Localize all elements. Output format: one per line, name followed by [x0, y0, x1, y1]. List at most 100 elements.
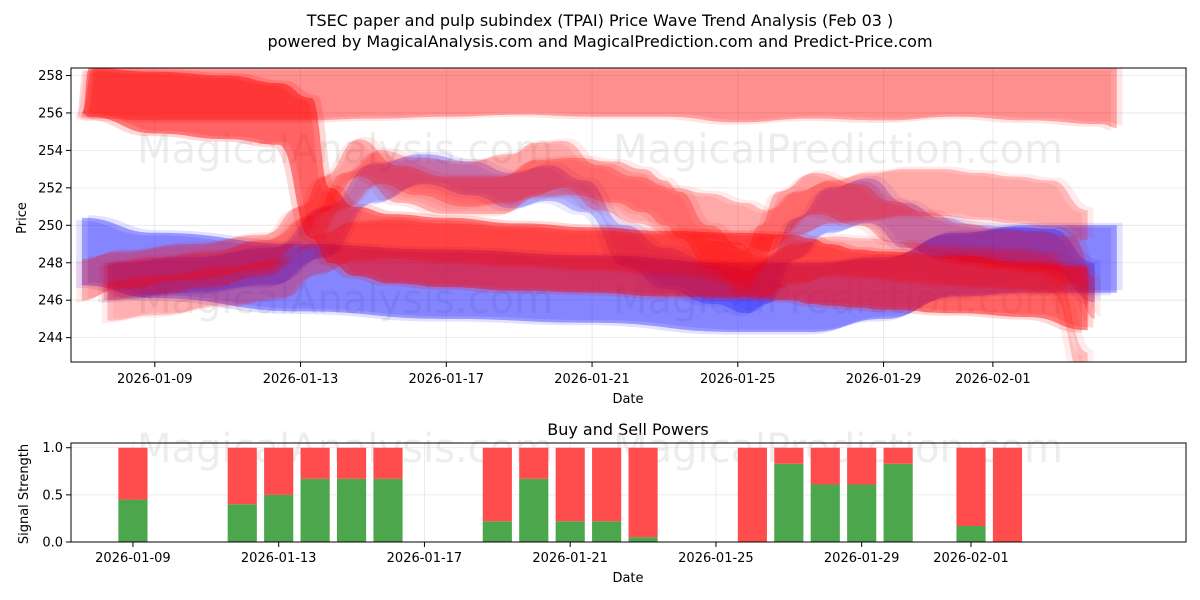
band-echo-2-0	[76, 70, 1112, 131]
buy-bar	[774, 463, 804, 542]
price-y-tick-label: 244	[38, 331, 63, 346]
band-red-step-band	[81, 68, 1088, 331]
buy-bar	[373, 478, 403, 542]
band-echo-2-1	[87, 68, 1123, 126]
sell-bar	[519, 447, 549, 479]
buy-bar	[810, 484, 840, 542]
price-x-tick-label: 2026-01-29	[846, 372, 922, 387]
signal-y-axis-label: Signal Strength	[17, 444, 32, 544]
buy-bar	[592, 521, 622, 542]
sell-bar	[628, 447, 658, 538]
signal-x-tick-label: 2026-01-17	[387, 551, 463, 566]
signal-x-tick-label: 2026-01-09	[95, 551, 171, 566]
signal-x-axis-label: Date	[612, 571, 643, 586]
signal-panel-frame	[70, 442, 1187, 543]
signal-y-tick-label: 1.0	[42, 441, 63, 456]
price-grid	[71, 68, 1186, 362]
buy-bar	[519, 478, 549, 542]
sell-bar	[774, 447, 804, 464]
band-blue-wide-band	[81, 217, 1117, 332]
watermark-magical-analysis: MagicalAnalysis.com	[137, 127, 553, 173]
sell-bar	[810, 447, 840, 485]
band-echo-3-0	[76, 70, 1082, 333]
price-x-axis-label: Date	[612, 392, 643, 407]
sell-bar	[264, 447, 294, 495]
price-watermark: MagicalAnalysis.com MagicalPrediction.co…	[137, 127, 1063, 323]
price-y-tick-label: 246	[38, 294, 63, 309]
price-x-tick-label: 2026-02-01	[955, 372, 1031, 387]
signal-x-tick-label: 2026-01-25	[678, 551, 754, 566]
band-red-trend-band	[81, 139, 1095, 319]
price-x-tick-label: 2026-01-13	[263, 372, 339, 387]
price-y-tick-label: 250	[38, 219, 63, 234]
sell-bar	[300, 447, 330, 479]
signal-x-ticks: 2026-01-09 2026-01-13 2026-01-17 2026-01-21…	[95, 542, 1009, 566]
band-echo-5-1	[109, 138, 1094, 298]
band-echo-3-1	[87, 68, 1094, 328]
price-y-axis-label: Price	[15, 202, 30, 234]
band-echo-0-1	[87, 215, 1123, 330]
signal-panel: Buy and Sell Powers MagicalAnalysis.com …	[17, 420, 1187, 586]
buy-bar	[555, 521, 585, 542]
buy-bar	[336, 478, 367, 542]
price-y-tick-label: 258	[38, 69, 63, 84]
watermark-magical-analysis-2: MagicalAnalysis.com	[137, 277, 553, 323]
price-x-tick-label: 2026-01-17	[409, 372, 485, 387]
band-red-top-band	[81, 68, 1117, 128]
band-echo-1-0	[101, 156, 1090, 316]
buy-bar	[264, 494, 294, 542]
signal-x-tick-label: 2026-01-21	[532, 551, 608, 566]
sell-bar	[956, 447, 986, 526]
buy-bar	[628, 537, 658, 542]
sell-bar	[592, 447, 622, 522]
signal-y-tick-label: 0.5	[42, 488, 63, 503]
sell-bar	[992, 447, 1023, 542]
price-panel: MagicalAnalysis.com MagicalPrediction.co…	[15, 67, 1187, 407]
band-red-wave-band	[103, 141, 1088, 301]
buy-bar	[883, 463, 913, 542]
price-x-ticks: 2026-01-09 2026-01-13 2026-01-17 2026-01-21…	[117, 362, 1031, 387]
buy-bar	[118, 499, 148, 542]
sell-bar	[118, 447, 148, 500]
price-x-tick-label: 2026-01-21	[554, 372, 630, 387]
band-echo-1-1	[113, 151, 1101, 311]
price-bands	[76, 68, 1123, 362]
band-echo-0-0	[76, 220, 1112, 335]
signal-bars	[118, 447, 1023, 542]
buy-bar	[956, 525, 986, 542]
watermark-magical-prediction-2: MagicalPrediction.com	[613, 277, 1063, 323]
sell-bar	[227, 447, 257, 505]
sell-bar	[847, 447, 877, 485]
band-blue-wave-band	[107, 154, 1095, 314]
price-panel-background	[71, 68, 1186, 362]
signal-x-tick-label: 2026-02-01	[933, 551, 1009, 566]
buy-bar	[847, 484, 877, 542]
band-red-low-band	[107, 219, 1088, 362]
price-y-ticks: 244 246 248 250 252 254 256 258	[38, 69, 71, 346]
price-y-tick-label: 248	[38, 256, 63, 271]
band-echo-6-1	[113, 217, 1094, 362]
watermark-magical-prediction: MagicalPrediction.com	[613, 127, 1063, 173]
price-y-tick-label: 256	[38, 106, 63, 121]
price-x-tick-label: 2026-01-09	[117, 372, 193, 387]
chart-title-line2: powered by MagicalAnalysis.com and Magic…	[267, 32, 932, 51]
band-echo-6-0	[101, 222, 1082, 362]
band-echo-4-1	[87, 136, 1101, 317]
signal-panel-title: Buy and Sell Powers	[547, 420, 709, 439]
sell-bar	[482, 447, 512, 522]
band-echo-4-0	[76, 141, 1090, 322]
sell-bar	[737, 447, 767, 542]
buy-bar	[300, 478, 330, 542]
sell-bar	[883, 447, 913, 464]
buy-bar	[227, 504, 257, 542]
signal-y-tick-label: 0.0	[42, 536, 63, 551]
price-y-tick-label: 252	[38, 181, 63, 196]
band-echo-5-0	[98, 143, 1082, 303]
chart-title-line1: TSEC paper and pulp subindex (TPAI) Pric…	[306, 11, 894, 30]
signal-x-tick-label: 2026-01-29	[824, 551, 900, 566]
signal-x-tick-label: 2026-01-13	[241, 551, 317, 566]
price-x-tick-label: 2026-01-25	[700, 372, 776, 387]
signal-y-ticks: 0.0 0.5 1.0	[42, 441, 71, 551]
sell-bar	[555, 447, 585, 522]
